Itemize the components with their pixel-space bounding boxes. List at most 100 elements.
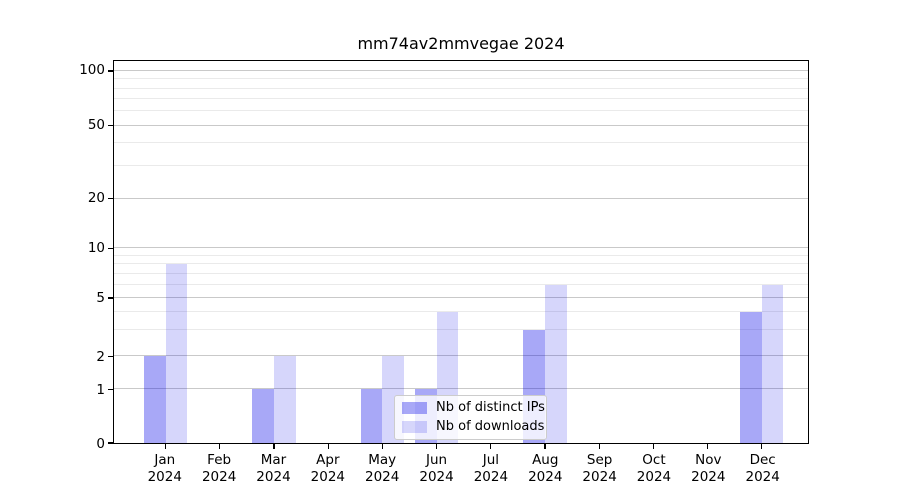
x-tick-label-line: 2024 [147, 469, 182, 485]
x-tick-label-line: 2024 [473, 469, 509, 485]
x-axis-labels: Jan 2024 Feb 2024 Mar 2024 Apr 2024 May 2024 Jun 20… [113, 452, 809, 492]
x-axis-tick [598, 444, 600, 449]
x-tick-label-line: 2024 [256, 469, 291, 485]
gridline-minor [114, 98, 808, 100]
x-tick-label-line: Nov [695, 452, 722, 468]
x-tick-label-line: 2024 [636, 469, 672, 485]
y-tick-label: 1 [96, 382, 105, 399]
gridline-minor [114, 78, 808, 80]
chart-title: mm74av2mmvegae 2024 [357, 34, 565, 53]
bar-distinct-ips [143, 356, 166, 443]
x-tick-label: Sep 2024 [565, 452, 635, 486]
x-tick-label: Jan 2024 [130, 452, 200, 486]
x-axis-tick [761, 444, 763, 449]
x-tick-label: Jun 2024 [402, 452, 472, 486]
x-tick-label-line: 2024 [310, 469, 346, 485]
x-tick-label-line: 2024 [582, 469, 617, 485]
x-tick-label: Mar 2024 [238, 452, 308, 486]
y-axis-tick [108, 388, 113, 390]
x-tick-label-line: Apr [316, 452, 340, 468]
x-tick-label-line: May [368, 452, 397, 468]
gridline-major [114, 247, 808, 249]
x-tick-label: Feb 2024 [184, 452, 254, 486]
y-tick-label: 50 [87, 117, 105, 134]
x-tick-label-line: Feb [207, 452, 232, 468]
legend-swatch-distinct-ips [402, 402, 427, 414]
y-axis-tick [108, 70, 113, 72]
x-tick-label-line: Dec [749, 452, 776, 468]
y-tick-label: 2 [96, 348, 105, 365]
bar-downloads [274, 356, 296, 443]
legend-item-downloads: Nb of downloads [402, 420, 544, 434]
x-tick-label-line: Mar [260, 452, 287, 468]
y-axis-tick [108, 198, 113, 200]
x-tick-label-line: Jan [154, 452, 176, 468]
y-axis-tick [108, 442, 113, 444]
x-tick-label-line: Aug [532, 452, 559, 468]
x-axis-tick [327, 444, 329, 449]
x-tick-label: Nov 2024 [673, 452, 743, 486]
gridline-minor [114, 254, 808, 256]
x-tick-label-line: Sep [586, 452, 613, 468]
gridline-major [114, 197, 808, 199]
y-tick-label: 10 [87, 240, 105, 257]
x-tick-label-line: 2024 [745, 469, 780, 485]
gridline-minor [114, 329, 808, 331]
x-axis-tick [544, 444, 546, 449]
x-tick-label-line: 2024 [419, 469, 454, 485]
x-tick-label: May 2024 [347, 452, 417, 486]
gridline-minor [114, 272, 808, 274]
bar-distinct-ips [360, 389, 383, 443]
bar-downloads [761, 285, 784, 443]
x-tick-label-line: Jul [482, 452, 500, 468]
x-axis-tick [165, 444, 167, 449]
y-tick-label: 20 [87, 190, 105, 207]
x-tick-label-line: 2024 [528, 469, 563, 485]
bar-distinct-ips [252, 389, 275, 443]
x-axis-tick [273, 444, 275, 449]
gridline-minor [114, 284, 808, 285]
y-axis-tick [108, 355, 113, 357]
gridline-minor [114, 165, 808, 167]
legend-label-distinct-ips: Nb of distinct IPs [436, 400, 545, 415]
gridline-minor [114, 142, 808, 144]
legend: Nb of distinct IPs Nb of downloads [394, 395, 547, 440]
gridline-minor [114, 110, 808, 112]
x-tick-label-line: 2024 [201, 469, 237, 485]
gridline-minor [114, 263, 808, 265]
x-axis-tick [436, 444, 438, 449]
legend-item-distinct-ips: Nb of distinct IPs [402, 401, 545, 415]
x-axis-tick [381, 444, 383, 449]
x-tick-label: Apr 2024 [293, 452, 363, 486]
x-tick-label: Oct 2024 [619, 452, 689, 486]
y-axis-tick [108, 247, 113, 249]
gridline-minor [114, 311, 808, 313]
bar-distinct-ips [740, 312, 762, 443]
y-axis-tick [108, 297, 113, 299]
x-tick-label-line: Oct [642, 452, 666, 468]
x-tick-label-line: 2024 [365, 469, 400, 485]
x-axis-tick [219, 444, 221, 449]
x-tick-label-line: Jun [426, 452, 448, 468]
y-axis-labels: 0 1 2 5 10 20 50 100 [0, 60, 105, 452]
x-tick-label: Jul 2024 [456, 452, 526, 486]
x-axis-tick [707, 444, 709, 449]
gridline-major [114, 124, 808, 126]
gridline-major [114, 355, 808, 357]
gridline-minor [114, 87, 808, 89]
x-tick-label-line: 2024 [691, 469, 726, 485]
y-axis-tick [108, 125, 113, 127]
bar-downloads [545, 285, 567, 443]
y-tick-label: 0 [96, 436, 105, 452]
gridline-major [114, 69, 808, 71]
legend-label-downloads: Nb of downloads [436, 419, 545, 434]
x-tick-label: Dec 2024 [728, 452, 798, 486]
legend-swatch-downloads [402, 421, 427, 433]
x-axis-tick [652, 444, 654, 449]
x-tick-label: Aug 2024 [510, 452, 580, 486]
gridline-major [114, 388, 808, 390]
y-tick-label: 100 [79, 61, 105, 78]
y-tick-label: 5 [96, 290, 105, 307]
x-axis-tick [490, 444, 492, 449]
